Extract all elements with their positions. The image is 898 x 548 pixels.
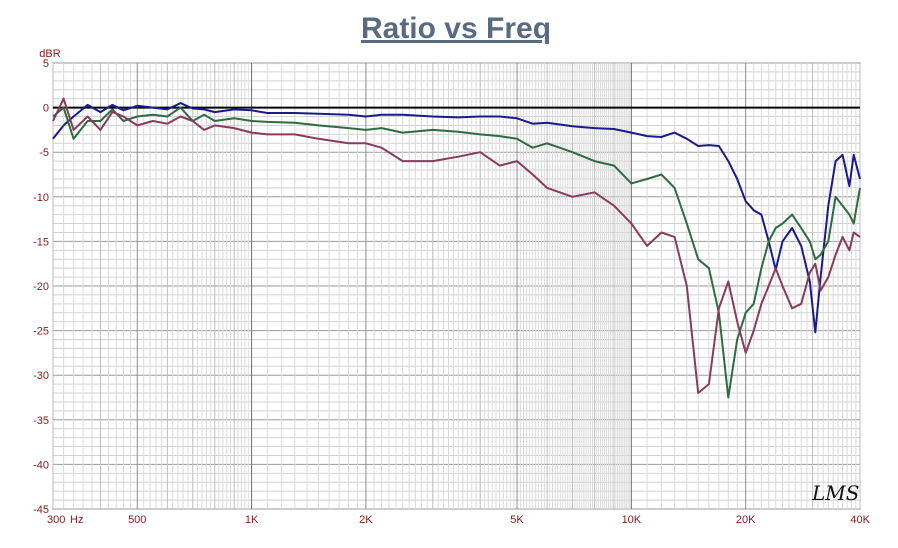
- x-tick-label: 10K: [622, 514, 642, 526]
- x-axis-ticks: 300 500 1K 2K 5K 10K 20K 40K: [47, 514, 871, 526]
- x-tick-label: 1K: [245, 514, 259, 526]
- y-tick-label: -20: [33, 281, 49, 293]
- x-tick-label: 500: [128, 514, 146, 526]
- y-tick-label: -5: [39, 147, 49, 159]
- y-axis-label: dBR: [39, 48, 60, 60]
- series-line-2: [52, 106, 861, 399]
- x-tick-label: 40K: [850, 514, 870, 526]
- y-tick-label: -35: [33, 415, 49, 427]
- y-axis-ticks: 5 0 -5 -10 -15 -20 -25 -30 -35 -40 -45: [33, 58, 49, 516]
- y-tick-label: -25: [33, 326, 49, 338]
- grid: [52, 62, 861, 510]
- y-tick-label: 0: [43, 103, 49, 115]
- x-tick-label: 20K: [736, 514, 756, 526]
- y-tick-label: 5: [43, 58, 49, 70]
- series-line-3: [52, 97, 861, 394]
- y-tick-label: -40: [33, 459, 49, 471]
- x-tick-label: 5K: [510, 514, 524, 526]
- x-axis-unit: Hz: [70, 514, 83, 526]
- x-tick-label: 300: [47, 514, 65, 526]
- y-tick-label: -10: [33, 192, 49, 204]
- series-group: [52, 97, 861, 399]
- y-tick-label: -15: [33, 236, 49, 248]
- y-tick-label: -45: [33, 504, 49, 516]
- chart-title: Ratio vs Freq: [360, 12, 552, 45]
- x-tick-label: 2K: [359, 514, 373, 526]
- lms-logo: LMS: [811, 481, 859, 505]
- series-line-1: [52, 102, 861, 334]
- y-tick-label: -30: [33, 370, 49, 382]
